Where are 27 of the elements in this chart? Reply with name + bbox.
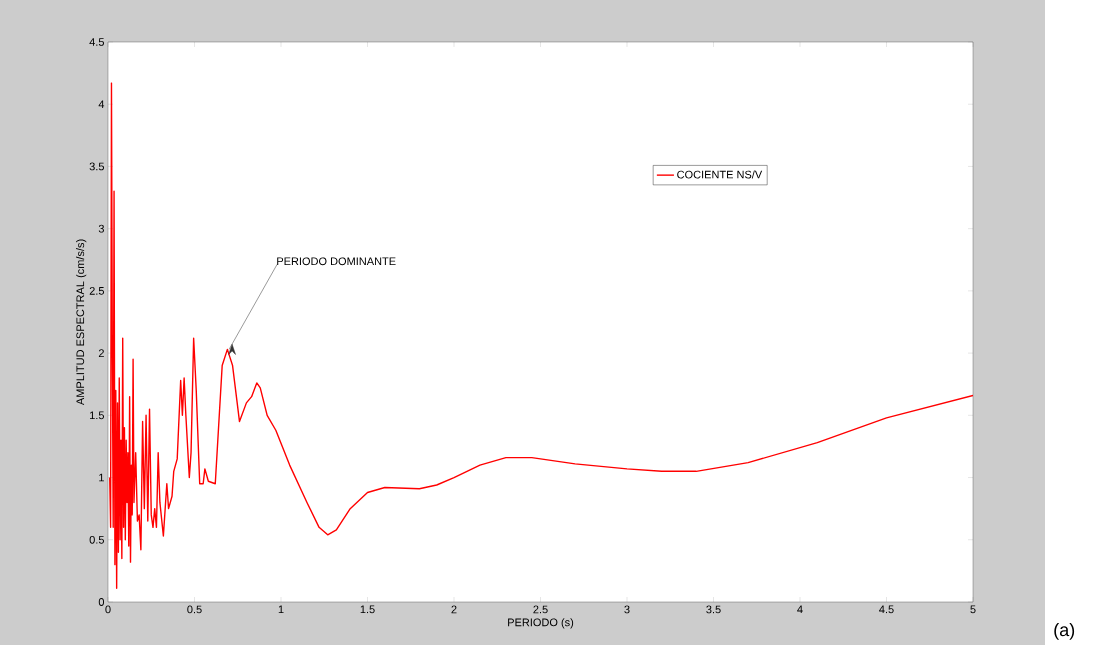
y-tick-label: 2.5 [89,287,104,295]
line-series [109,82,973,589]
x-axis-title: PERIODO (s) [508,618,574,629]
annotation: PERIODO DOMINANTE [277,257,396,266]
x-tick-label: 1 [278,605,284,614]
x-tick-label: 3 [624,605,630,614]
text: (a) [1054,623,1075,640]
y-tick-label: 3 [98,224,104,233]
y-tick-label: 0.5 [89,535,104,544]
x-tick-label: 0 [105,605,111,614]
x-tick-label: 4.5 [879,605,894,614]
legend-label: COCIENTE NS/V [677,170,763,179]
x-tick-label: 5 [970,605,976,614]
x-tick-label: 3.5 [706,605,721,614]
y-tick-label: 2 [98,349,104,357]
y-tick-label: 1 [99,473,104,482]
x-tick-label: 1.5 [360,605,375,614]
y-tick-label: 1.5 [90,411,104,420]
x-tick-label: 0.5 [187,605,202,614]
y-axis-title: AMPLITUD ESPECTRAL (cm/s/s) [76,239,87,406]
y-tick-label: 4 [98,100,105,108]
y-tick-label: 3.5 [89,162,104,171]
x-tick-label: 2.5 [533,605,548,614]
x-tick-label: 2 [451,605,457,614]
y-tick-label: 4.5 [89,38,104,46]
x-tick-label: 4 [797,605,803,614]
y-tick-label: 0 [98,598,105,606]
